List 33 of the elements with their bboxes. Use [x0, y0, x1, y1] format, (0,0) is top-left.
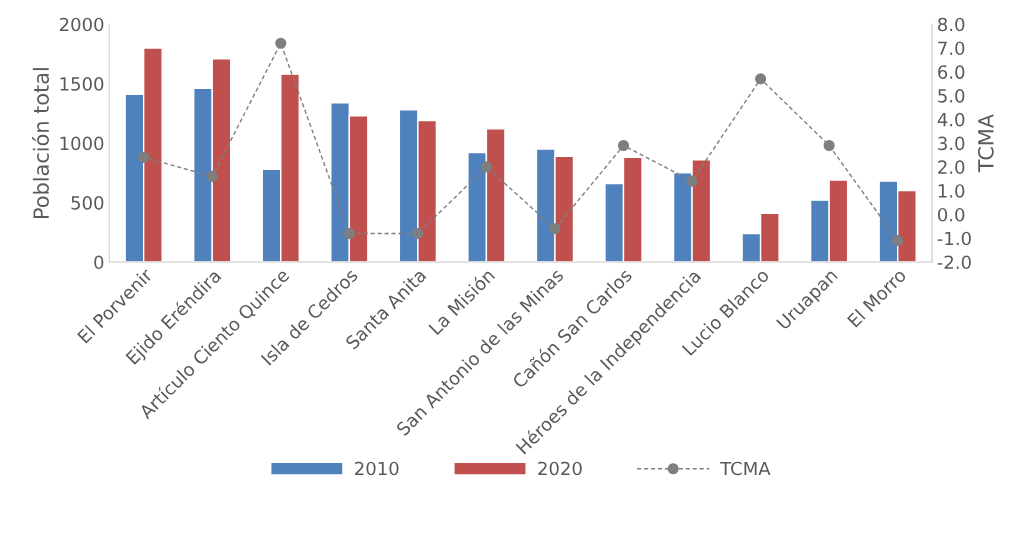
point [275, 37, 287, 49]
point [343, 227, 355, 240]
point [206, 170, 218, 182]
point [412, 227, 424, 240]
y2-tick-label: 4.0 [937, 112, 965, 127]
y2-tick-label: 7.0 [938, 41, 965, 56]
y2-tick-label: 2.0 [938, 160, 965, 174]
point [892, 235, 904, 247]
y-tick-label: 0 [94, 255, 104, 270]
y-axis-title: Población total [32, 68, 49, 218]
point [617, 139, 630, 152]
point [549, 223, 561, 235]
legend-label: 2010 [355, 461, 399, 476]
y2-tick-label: 5.0 [938, 89, 965, 103]
y2-tick-label: -2.0 [937, 255, 971, 270]
point [823, 139, 835, 152]
y2-tick-label: 1.0 [938, 184, 965, 198]
y-tick-label: 1000 [60, 136, 104, 151]
y-tick-label: 2000 [59, 17, 104, 32]
point [138, 151, 150, 163]
y2-tick-label: 6.0 [938, 65, 965, 79]
y2-tick-label: 0.0 [938, 207, 965, 222]
y2-axis-title: TCMA [977, 114, 994, 173]
y2-tick-label: 8.0 [938, 17, 965, 32]
legend-label: TCMA [720, 461, 771, 476]
legend-label: 2020 [538, 461, 582, 476]
y-tick-label: 1500 [60, 77, 104, 91]
point [755, 73, 767, 85]
y2-tick-label: -1.0 [937, 231, 971, 246]
y2-tick-label: 3.0 [938, 136, 965, 151]
point [480, 161, 492, 173]
point [686, 175, 698, 187]
y-tick-label: 500 [71, 196, 104, 210]
